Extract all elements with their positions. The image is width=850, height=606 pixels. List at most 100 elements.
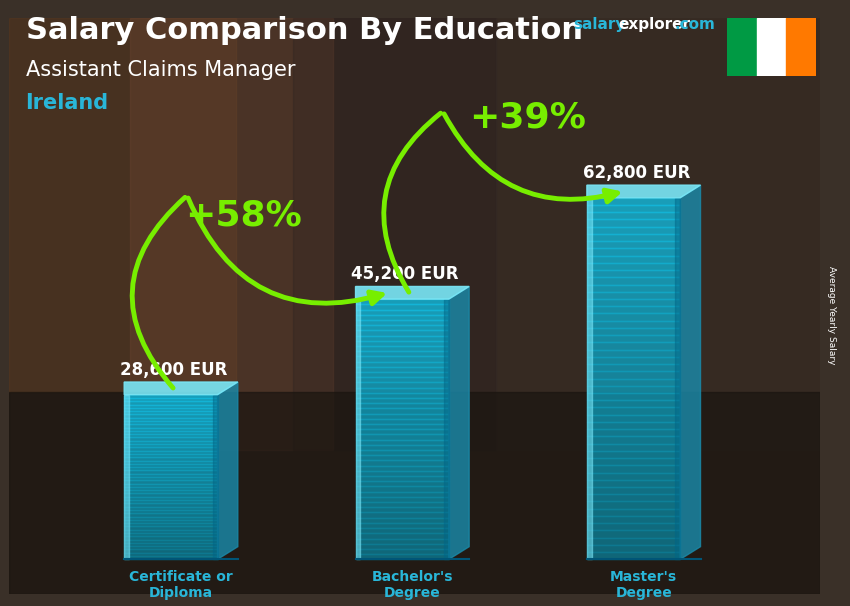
Bar xyxy=(355,362,449,367)
Bar xyxy=(124,398,218,401)
Bar xyxy=(756,18,786,76)
Bar xyxy=(355,315,449,320)
Bar xyxy=(586,350,680,357)
Bar xyxy=(124,520,218,523)
Bar xyxy=(586,227,680,234)
Bar xyxy=(124,418,218,421)
Bar xyxy=(355,325,449,330)
Bar xyxy=(124,405,218,408)
Bar xyxy=(355,507,449,513)
Bar xyxy=(586,278,680,285)
Bar xyxy=(586,241,680,248)
Text: 62,800 EUR: 62,800 EUR xyxy=(583,164,690,182)
Bar xyxy=(124,536,218,539)
Bar xyxy=(786,18,816,76)
Bar xyxy=(355,403,449,408)
Bar xyxy=(355,388,449,393)
Bar xyxy=(355,377,449,382)
Bar xyxy=(355,513,449,518)
Bar xyxy=(124,424,218,428)
Bar xyxy=(727,18,756,76)
Bar xyxy=(586,487,680,494)
Bar xyxy=(124,421,218,424)
Bar xyxy=(124,487,218,490)
Bar xyxy=(586,292,680,299)
Bar xyxy=(586,263,680,270)
Bar xyxy=(586,422,680,429)
Bar xyxy=(124,458,218,461)
Bar xyxy=(355,372,449,377)
Bar xyxy=(586,248,680,256)
Bar xyxy=(124,411,218,415)
Bar xyxy=(124,516,218,520)
Bar xyxy=(355,549,449,554)
Bar xyxy=(586,342,680,350)
Bar xyxy=(124,530,218,533)
Bar xyxy=(355,461,449,465)
Bar xyxy=(124,415,218,418)
Bar xyxy=(586,436,680,444)
Bar xyxy=(355,476,449,481)
Bar xyxy=(124,543,218,546)
Bar xyxy=(212,395,218,559)
Bar xyxy=(586,523,680,530)
Bar xyxy=(124,550,218,553)
Bar xyxy=(586,444,680,451)
Bar xyxy=(355,544,449,549)
Bar xyxy=(586,386,680,393)
Bar xyxy=(355,336,449,341)
Text: explorer: explorer xyxy=(618,17,690,32)
Bar xyxy=(124,477,218,481)
Bar xyxy=(586,234,680,241)
Bar xyxy=(355,491,449,497)
Bar xyxy=(355,435,449,439)
Bar xyxy=(355,330,449,336)
Bar xyxy=(124,454,218,458)
Bar xyxy=(124,523,218,527)
Bar xyxy=(124,395,129,559)
Bar xyxy=(124,500,218,504)
Bar xyxy=(355,414,449,419)
Bar xyxy=(355,487,449,491)
Bar xyxy=(355,518,449,523)
Bar xyxy=(586,379,680,386)
Bar xyxy=(355,299,449,304)
Bar xyxy=(586,429,680,436)
Text: 28,600 EUR: 28,600 EUR xyxy=(120,361,228,379)
Bar xyxy=(124,441,218,444)
Text: Salary Comparison By Education: Salary Comparison By Education xyxy=(26,16,582,45)
Bar xyxy=(586,538,680,545)
Bar xyxy=(586,451,680,458)
Bar xyxy=(586,328,680,335)
Bar xyxy=(124,513,218,516)
Polygon shape xyxy=(218,382,238,559)
Bar xyxy=(586,480,680,487)
Bar xyxy=(8,393,820,594)
Bar xyxy=(586,502,680,508)
Bar xyxy=(355,502,449,507)
Bar xyxy=(586,545,680,552)
Bar xyxy=(355,299,360,559)
Bar xyxy=(124,553,218,556)
Bar xyxy=(124,464,218,467)
Text: +39%: +39% xyxy=(469,100,586,134)
Bar xyxy=(586,357,680,364)
Bar xyxy=(355,481,449,487)
Bar xyxy=(586,473,680,480)
Bar xyxy=(586,530,680,538)
Bar xyxy=(124,504,218,507)
Bar xyxy=(355,351,449,356)
Bar xyxy=(355,408,449,414)
Bar xyxy=(586,198,680,205)
Bar xyxy=(586,219,680,227)
Bar xyxy=(124,467,218,470)
Bar xyxy=(124,451,218,454)
Bar xyxy=(355,455,449,461)
Text: Master's
Degree: Master's Degree xyxy=(610,570,677,600)
Bar xyxy=(124,408,218,411)
Text: Assistant Claims Manager: Assistant Claims Manager xyxy=(26,60,295,80)
Bar xyxy=(496,18,820,450)
Bar xyxy=(586,270,680,278)
Bar xyxy=(355,304,449,310)
Polygon shape xyxy=(124,382,238,395)
